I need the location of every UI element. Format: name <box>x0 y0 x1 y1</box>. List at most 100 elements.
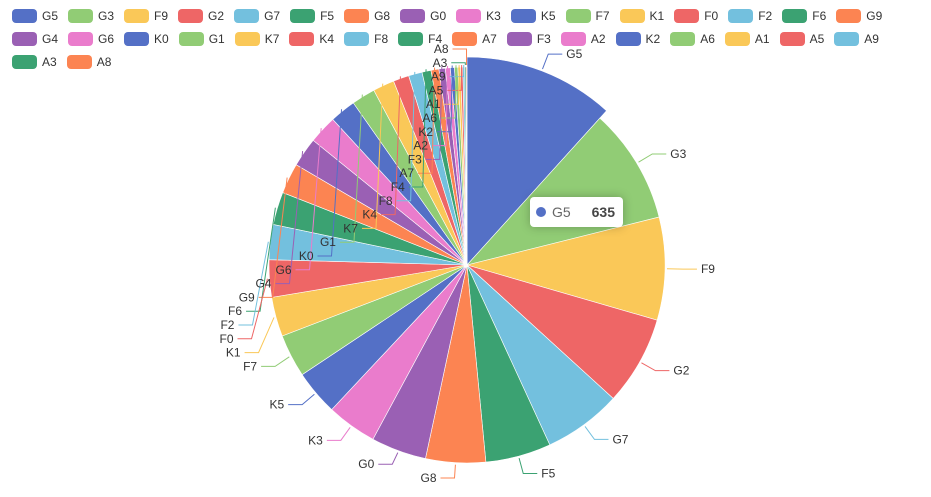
leader-line-A9 <box>449 65 465 78</box>
legend-swatch <box>506 32 532 46</box>
legend-item-G8[interactable]: G8 <box>344 8 390 24</box>
legend-label: A6 <box>700 32 715 46</box>
legend-swatch <box>68 9 94 23</box>
slice-label-A6: A6 <box>422 111 437 125</box>
slice-label-F4: F4 <box>391 180 405 194</box>
legend-item-F3[interactable]: F3 <box>506 31 551 47</box>
legend-item-G2[interactable]: G2 <box>178 8 224 24</box>
slice-label-A7: A7 <box>399 166 414 180</box>
legend-swatch <box>674 9 700 23</box>
legend-item-G5[interactable]: G5 <box>12 8 58 24</box>
leader-line-A8 <box>452 48 468 66</box>
legend-label: K5 <box>540 9 556 23</box>
legend-item-K3[interactable]: K3 <box>456 8 501 24</box>
leader-line-G8 <box>440 464 456 479</box>
legend-label: A3 <box>42 55 57 69</box>
legend-swatch <box>68 32 94 46</box>
legend-label: A5 <box>809 32 825 46</box>
leader-line-K0 <box>317 109 343 257</box>
legend-item-F8[interactable]: F8 <box>344 31 388 47</box>
slice-label-K7: K7 <box>343 221 358 235</box>
legend-label: A7 <box>482 32 497 46</box>
slice-label-K3: K3 <box>308 433 323 447</box>
legend-item-F2[interactable]: F2 <box>728 8 772 24</box>
pie-slice-F9[interactable] <box>465 216 666 321</box>
legend-item-G0[interactable]: G0 <box>400 8 446 24</box>
leader-line-F7 <box>261 356 290 367</box>
leader-line-K2 <box>437 65 453 133</box>
legend-item-K2[interactable]: K2 <box>615 31 661 47</box>
leader-line-G4 <box>275 151 304 285</box>
legend-item-A7[interactable]: A7 <box>452 31 497 47</box>
legend-item-K1[interactable]: K1 <box>619 8 664 24</box>
pie-slice-A8[interactable] <box>465 66 468 266</box>
legend-item-G4[interactable]: G4 <box>12 31 58 47</box>
leader-line-K4 <box>381 76 401 216</box>
slice-label-G4: G4 <box>255 277 271 291</box>
slice-label-F6: F6 <box>228 304 242 318</box>
pie-slice-G3[interactable] <box>466 117 660 266</box>
legend-label: G1 <box>208 32 225 46</box>
legend-item-A3[interactable]: A3 <box>12 54 57 70</box>
legend-item-F4[interactable]: F4 <box>398 31 442 47</box>
legend-item-A5[interactable]: A5 <box>779 31 825 47</box>
legend-swatch <box>344 32 370 46</box>
slice-label-F9: F9 <box>701 262 715 276</box>
legend-label: F9 <box>154 9 169 23</box>
slice-label-G3: G3 <box>670 147 686 161</box>
legend-item-G1[interactable]: G1 <box>178 31 225 47</box>
legend-label: F0 <box>704 9 719 23</box>
legend-item-F5[interactable]: F5 <box>290 8 334 24</box>
slice-label-A8: A8 <box>434 42 449 56</box>
leader-line-G9 <box>258 177 288 298</box>
legend-item-F0[interactable]: F0 <box>674 8 718 24</box>
legend-item-G7[interactable]: G7 <box>234 8 280 24</box>
legend-label: F5 <box>320 9 335 23</box>
legend-label: G7 <box>264 9 281 23</box>
legend-item-A6[interactable]: A6 <box>670 31 715 47</box>
legend-item-A2[interactable]: A2 <box>560 31 606 47</box>
tooltip-value: 635 <box>591 204 615 220</box>
legend-item-K5[interactable]: K5 <box>510 8 556 24</box>
legend-item-A8[interactable]: A8 <box>66 54 112 70</box>
leader-line-F6 <box>246 207 276 312</box>
legend-item-K4[interactable]: K4 <box>289 31 334 47</box>
legend-item-A9[interactable]: A9 <box>834 31 879 47</box>
legend-swatch <box>456 9 482 23</box>
tooltip: G5 635 <box>530 197 623 227</box>
leader-line-G2 <box>641 362 670 372</box>
legend-label: F7 <box>595 9 610 23</box>
legend-item-G6[interactable]: G6 <box>68 31 114 47</box>
legend-item-A1[interactable]: A1 <box>724 31 770 47</box>
legend-swatch <box>619 9 645 23</box>
legend-swatch <box>779 32 805 46</box>
leader-line-F2 <box>238 241 269 326</box>
legend-item-G9[interactable]: G9 <box>836 8 882 24</box>
slice-label-A1: A1 <box>426 97 441 111</box>
legend-label: K3 <box>486 9 501 23</box>
legend-label: G2 <box>208 9 225 23</box>
leader-line-K1 <box>244 317 275 354</box>
legend-item-G3[interactable]: G3 <box>68 8 114 24</box>
legend-swatch <box>565 9 591 23</box>
slice-label-A5: A5 <box>429 83 444 97</box>
leader-line-G7 <box>584 426 609 440</box>
leader-line-G0 <box>378 452 399 465</box>
legend-swatch <box>836 9 862 23</box>
legend-item-F9[interactable]: F9 <box>124 8 168 24</box>
legend-swatch <box>510 9 536 23</box>
legend-label: K2 <box>645 32 661 46</box>
legend-item-K7[interactable]: K7 <box>234 31 280 47</box>
pie-slices <box>268 56 666 464</box>
legend-label: F6 <box>812 9 827 23</box>
legend-item-K0[interactable]: K0 <box>124 31 169 47</box>
legend-label: G3 <box>98 9 115 23</box>
legend-item-F7[interactable]: F7 <box>565 8 610 24</box>
legend-label: K0 <box>154 32 169 46</box>
pie-slice-G5[interactable] <box>466 56 607 266</box>
legend-label: K7 <box>264 32 280 46</box>
legend-label: A8 <box>96 55 112 69</box>
tooltip-series-name: G5 <box>552 204 571 220</box>
legend-item-F6[interactable]: F6 <box>782 8 826 24</box>
